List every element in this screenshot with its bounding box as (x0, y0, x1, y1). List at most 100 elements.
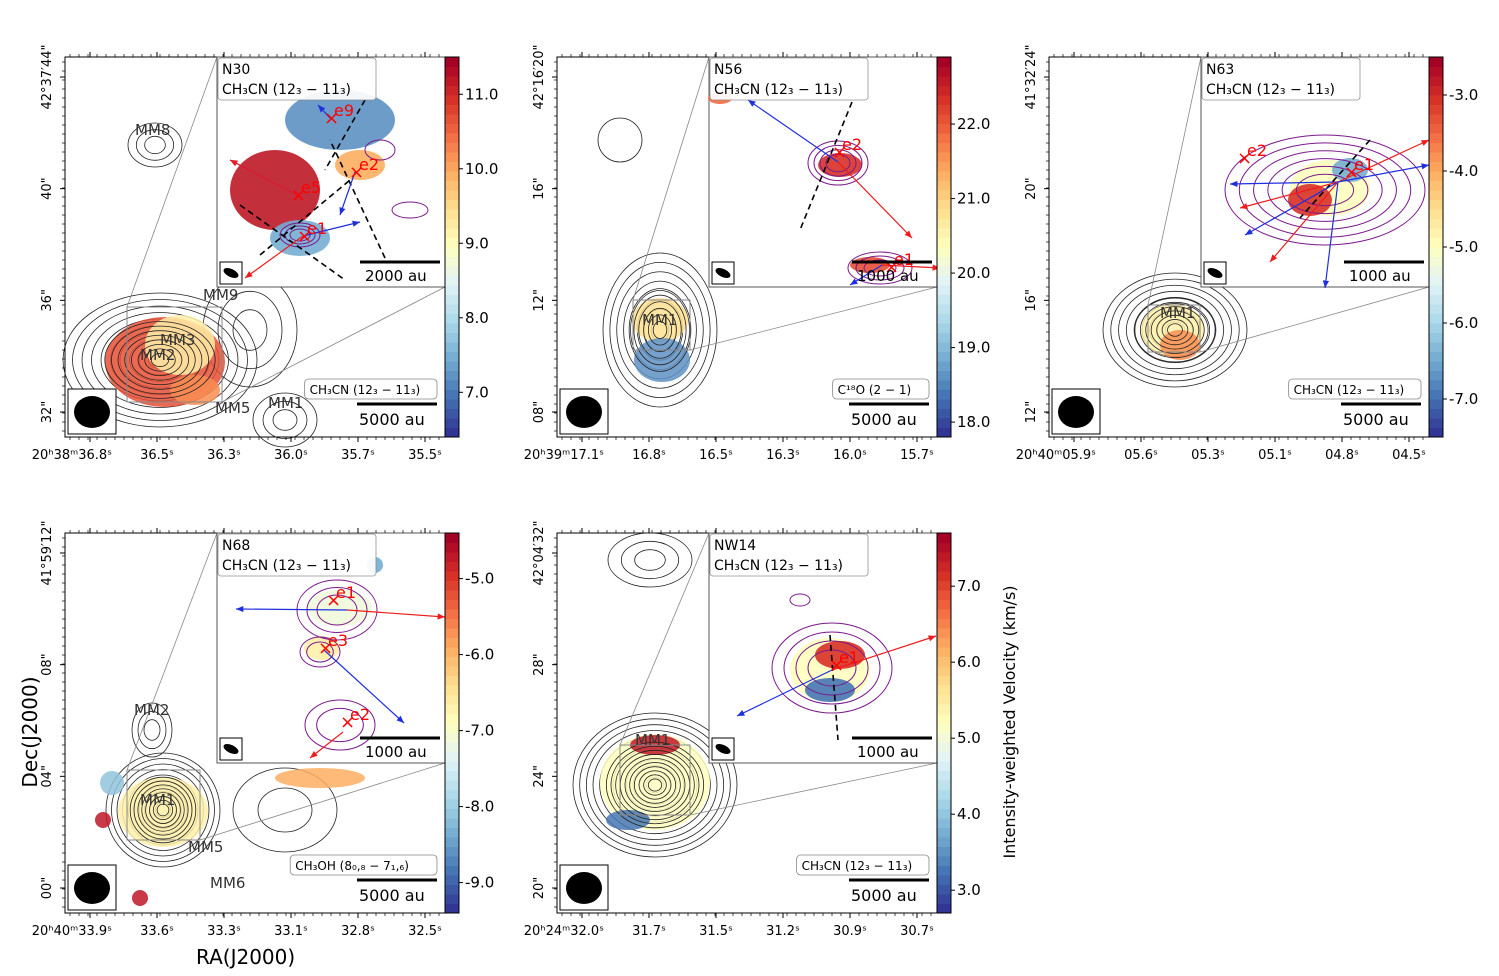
intensity-contour (615, 749, 695, 821)
colorbar-segment (1429, 294, 1443, 305)
intensity-contour (1161, 319, 1189, 341)
colorbar-segment (937, 370, 951, 381)
colorbar-tick-label: 19.0 (957, 339, 990, 357)
x-tick-label: 15.7ˢ (900, 448, 934, 463)
inset-beam-ellipse (715, 268, 731, 278)
y-tick-label: 24" (532, 765, 547, 788)
blue-arrow-head (1230, 180, 1238, 187)
intensity-contour (633, 766, 677, 804)
peak-marker: × (1344, 162, 1359, 183)
intensity-contour (647, 778, 663, 792)
intensity-contour (217, 290, 283, 370)
x-tick-label: 20ʰ38ᵐ36.8ˢ (32, 448, 112, 463)
colorbar-segment (1429, 104, 1443, 115)
colorbar-segment (937, 884, 951, 895)
red-arrow-head (310, 750, 318, 758)
main-line-label: CH₃CN (12₃ − 11₃) (1294, 383, 1405, 397)
zoom-connector (221, 286, 446, 403)
colorbar-segment (445, 590, 459, 600)
intensity-contour (1139, 301, 1211, 359)
intensity-contour (143, 719, 161, 741)
intensity-contour (1110, 278, 1240, 382)
blue-arrow-head (318, 105, 326, 113)
x-tick-label: 36.0ˢ (274, 448, 308, 463)
colorbar-segment (1429, 237, 1443, 248)
colorbar-segment (445, 161, 459, 172)
colorbar-segment (937, 123, 951, 134)
y-tick-label: 20" (532, 877, 547, 900)
x-tick-label: 16.5ˢ (699, 448, 733, 463)
line-label-box (1288, 378, 1422, 400)
intensity-contour (592, 730, 718, 840)
intensity-contour (144, 135, 166, 155)
intensity-contour (232, 767, 338, 853)
colorbar-segment (445, 209, 459, 219)
colorbar-segment (1429, 190, 1443, 200)
inset-contour (807, 649, 857, 687)
intensity-contour (607, 532, 693, 588)
colorbar-frame (444, 532, 460, 914)
colorbar-segment (445, 552, 459, 562)
colorbar-segment (445, 618, 459, 629)
colorbar-tick-label: 9.0 (465, 234, 489, 252)
inset-contour (795, 640, 869, 696)
inset-title-box (709, 533, 869, 577)
colorbar-segment (445, 761, 459, 771)
y-tick-label: 08" (532, 401, 547, 424)
colorbar-tick-label: -7.0 (465, 722, 494, 740)
inset-title: NW14 (714, 538, 756, 554)
blue-arrow-head (236, 605, 244, 613)
inset-title-box (217, 533, 377, 577)
colorbar-segment (445, 313, 459, 324)
blue-outflow-arrow (1324, 181, 1339, 289)
colorbar-segment (937, 656, 951, 667)
intensity-contour (232, 309, 268, 351)
colorbar-tick-label: 18.0 (957, 413, 990, 431)
core-label: MM1 (642, 311, 677, 329)
core-label: MM5 (188, 838, 223, 856)
blue-arrow-head (1421, 163, 1429, 170)
y-tick-label: 32" (40, 401, 55, 424)
colorbar-tick-label: 4.0 (957, 805, 981, 823)
colorbar-segment (937, 285, 951, 295)
red-outflow-arrow (244, 235, 304, 279)
colorbar-segment (445, 599, 459, 610)
colorbar-segment (445, 713, 459, 724)
y-tick-label: 28" (532, 653, 547, 676)
colorbar-segment (1429, 209, 1443, 219)
inset-title-box (709, 57, 869, 101)
blue-arrow-head (748, 100, 756, 107)
blue-arrow-head (1322, 280, 1329, 288)
colorbar-segment (937, 66, 951, 77)
colorbar-segment (937, 389, 951, 400)
colorbar-segment (1429, 304, 1443, 314)
intensity-contour (145, 792, 181, 828)
blue-outflow-arrow (736, 669, 833, 717)
red-arrow-head (245, 271, 253, 278)
intensity-contour (1150, 310, 1200, 350)
blue-arrow-head (339, 207, 346, 215)
colorbar-segment (445, 323, 459, 333)
intensity-contour (1133, 297, 1217, 363)
colorbar-segment (445, 751, 459, 762)
intensity-contour (647, 314, 673, 346)
red-outflow-arrow (831, 635, 937, 671)
colorbar-segment (937, 133, 951, 143)
colorbar-segment (1429, 123, 1443, 134)
intensity-contour (634, 549, 666, 571)
inset-line-label: CH₃CN (12₃ − 11₃) (714, 558, 843, 574)
x-tick-label: 20ʰ24ᵐ32.0ˢ (524, 924, 604, 939)
core-label: MM1 (268, 394, 303, 412)
inset-beam-ellipse (715, 744, 731, 754)
inset-scalebar-label: 1000 au (857, 743, 919, 761)
colorbar-segment (1429, 389, 1443, 400)
inset-contour (783, 631, 881, 705)
colorbar-tick-label: -6.0 (1449, 314, 1478, 332)
inset-contour (391, 201, 429, 219)
colorbar-segment (445, 533, 459, 543)
colorbar-tick-label: -5.0 (465, 570, 494, 588)
colorbar-segment (445, 294, 459, 305)
colorbar-segment (937, 732, 951, 743)
colorbar-segment (445, 628, 459, 638)
intensity-contour (156, 803, 170, 817)
